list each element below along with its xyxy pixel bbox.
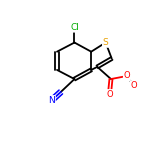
Text: O: O <box>130 81 137 90</box>
Text: O: O <box>106 90 113 99</box>
Text: N: N <box>48 96 55 105</box>
Text: Cl: Cl <box>70 23 79 32</box>
Text: O: O <box>124 71 130 81</box>
Text: S: S <box>103 38 109 47</box>
